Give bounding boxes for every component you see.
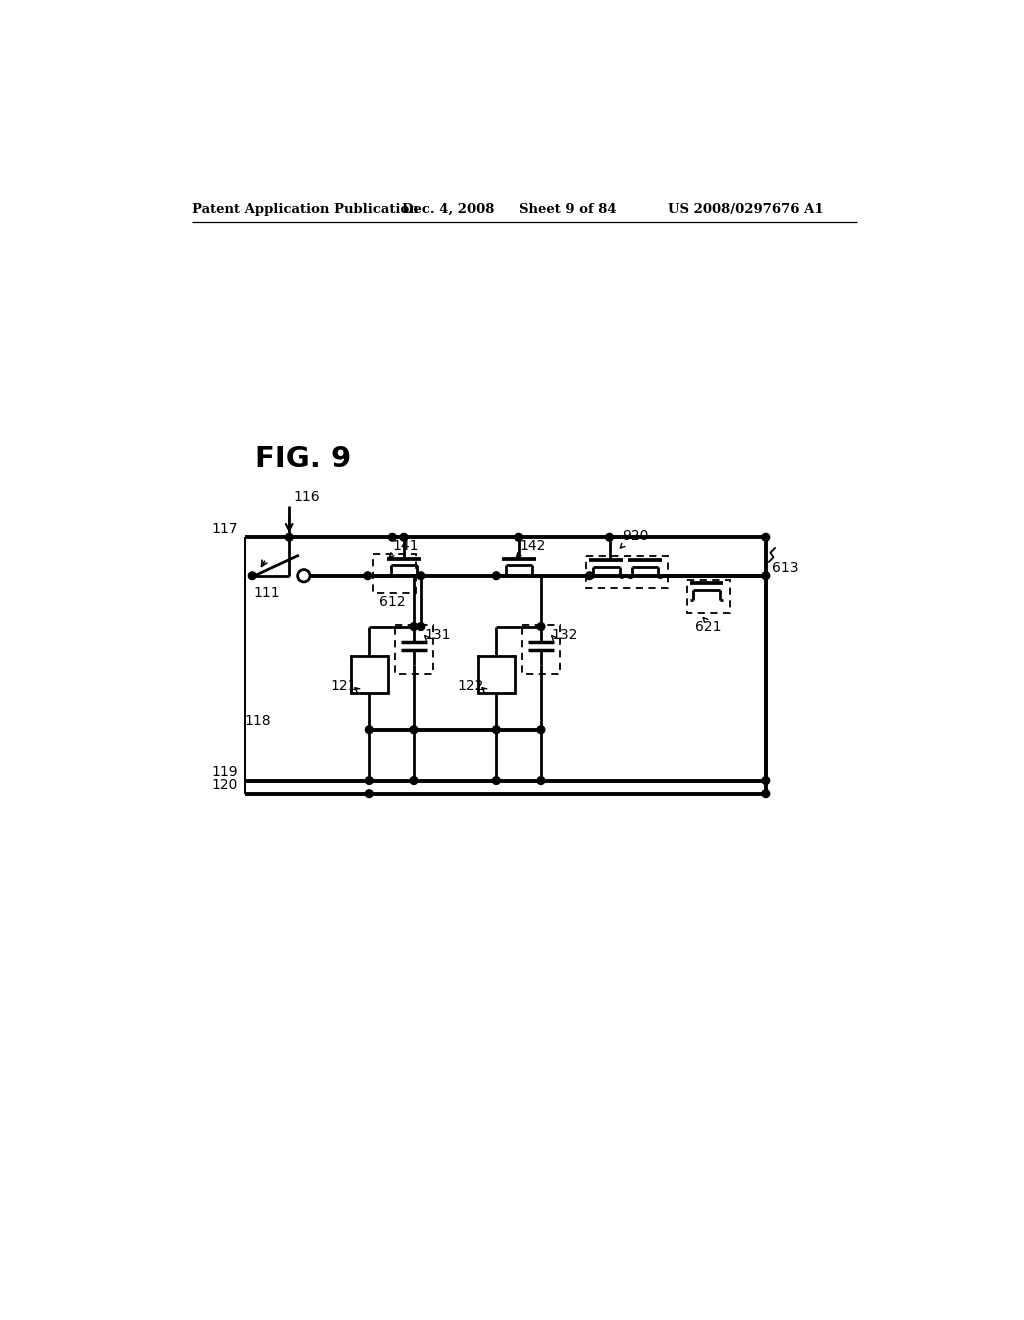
Circle shape xyxy=(762,789,770,797)
Circle shape xyxy=(762,533,770,541)
Circle shape xyxy=(605,533,613,541)
Circle shape xyxy=(538,776,545,784)
Circle shape xyxy=(515,533,522,541)
Text: 920: 920 xyxy=(622,529,648,544)
Circle shape xyxy=(286,533,293,541)
Text: 141: 141 xyxy=(392,539,419,553)
Circle shape xyxy=(410,776,418,784)
Circle shape xyxy=(493,726,500,734)
Circle shape xyxy=(410,726,418,734)
Circle shape xyxy=(388,533,396,541)
Circle shape xyxy=(366,726,373,734)
Text: Sheet 9 of 84: Sheet 9 of 84 xyxy=(519,203,617,216)
Text: 142: 142 xyxy=(519,539,546,553)
Text: Dec. 4, 2008: Dec. 4, 2008 xyxy=(401,203,494,216)
Text: 118: 118 xyxy=(245,714,271,729)
Circle shape xyxy=(538,726,545,734)
Circle shape xyxy=(493,572,500,579)
Circle shape xyxy=(538,623,545,631)
Circle shape xyxy=(366,789,373,797)
Text: FIG. 9: FIG. 9 xyxy=(255,445,351,473)
Bar xyxy=(478,656,515,693)
Text: 116: 116 xyxy=(294,490,321,504)
Circle shape xyxy=(493,776,500,784)
Text: 121: 121 xyxy=(331,678,357,693)
Bar xyxy=(351,656,388,693)
Circle shape xyxy=(298,570,310,582)
Text: 119: 119 xyxy=(211,766,238,779)
Circle shape xyxy=(586,572,593,579)
Text: 111: 111 xyxy=(254,586,281,599)
Text: 122: 122 xyxy=(458,678,484,693)
Text: 120: 120 xyxy=(211,777,238,792)
Circle shape xyxy=(417,623,425,631)
Circle shape xyxy=(762,572,770,579)
Text: 132: 132 xyxy=(552,628,579,642)
Circle shape xyxy=(762,776,770,784)
Text: 613: 613 xyxy=(772,561,799,576)
Circle shape xyxy=(417,572,425,579)
Circle shape xyxy=(364,572,372,579)
Text: US 2008/0297676 A1: US 2008/0297676 A1 xyxy=(668,203,823,216)
Text: 612: 612 xyxy=(379,595,406,609)
Bar xyxy=(394,626,433,675)
Bar xyxy=(373,554,416,593)
Text: 131: 131 xyxy=(425,628,452,642)
Circle shape xyxy=(410,623,418,631)
Text: 117: 117 xyxy=(211,521,238,536)
Circle shape xyxy=(366,776,373,784)
Text: 621: 621 xyxy=(695,619,722,634)
Bar xyxy=(686,581,730,612)
Bar xyxy=(521,626,560,675)
Circle shape xyxy=(249,572,256,579)
Bar xyxy=(587,556,668,589)
Text: Patent Application Publication: Patent Application Publication xyxy=(193,203,419,216)
Circle shape xyxy=(400,533,408,541)
